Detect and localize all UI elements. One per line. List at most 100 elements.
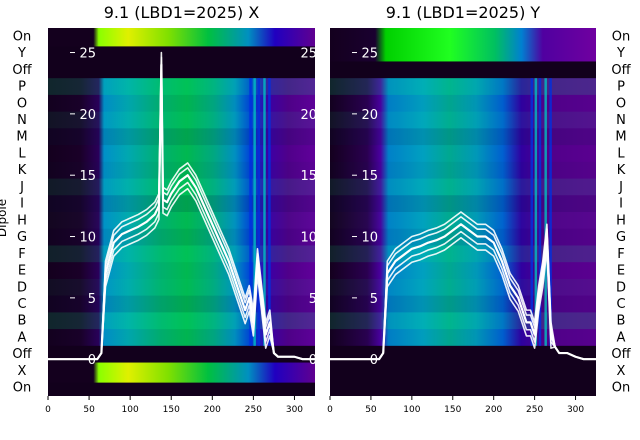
heatmap-row	[330, 312, 596, 330]
overlay-line	[330, 230, 596, 361]
row-label-left: G	[17, 230, 27, 245]
row-label-right: M	[615, 130, 626, 145]
row-label-left: D	[17, 280, 27, 295]
row-label-right: J	[618, 180, 623, 195]
x-tick-label: 300	[567, 405, 584, 415]
overlay-y-tick-label: 25	[79, 47, 96, 62]
heatmap-row	[48, 161, 315, 179]
x-tick-label: 300	[286, 405, 303, 415]
x-tick-label: 150	[163, 405, 180, 415]
row-label-right: E	[617, 264, 625, 279]
x-tick-label: 50	[83, 405, 95, 415]
x-tick-label: 100	[403, 405, 420, 415]
heatmap-band	[48, 362, 315, 383]
row-label-left: A	[18, 330, 27, 345]
overlay-y-tick-label: 15	[79, 169, 96, 184]
row-label-right: H	[616, 213, 626, 228]
row-label-left: P	[18, 80, 26, 95]
row-label-left: L	[18, 146, 26, 161]
heatmap-row	[48, 195, 315, 212]
row-label-left: X	[18, 364, 27, 379]
overlay-line	[48, 71, 315, 361]
heatmap-streak	[263, 78, 266, 346]
row-label-right: Y	[616, 46, 625, 61]
overlay-y-tick-label-right: 0	[309, 353, 317, 368]
overlay-y-tick-label: 20	[79, 108, 96, 123]
overlay-y-tick-label-right: 15	[300, 169, 317, 184]
row-label-right: P	[617, 80, 625, 95]
chart-title: 9.1 (LBD1=2025) Y	[386, 3, 541, 22]
heatmap-streak	[549, 78, 552, 346]
heatmap-streak	[268, 78, 271, 346]
heatmap-streak	[544, 78, 547, 346]
heatmap-row	[330, 278, 596, 296]
heatmap-row	[48, 78, 315, 95]
row-label-right: D	[616, 280, 626, 295]
heatmap-row	[48, 111, 315, 129]
x-tick-label: 100	[122, 405, 139, 415]
heatmap-row	[48, 212, 315, 229]
x-tick-label: 200	[485, 405, 502, 415]
row-label-right: B	[617, 314, 626, 329]
heatmap-row	[330, 78, 596, 95]
row-label-left: M	[16, 130, 27, 145]
row-label-left: J	[19, 180, 24, 195]
row-label-right: K	[617, 163, 626, 178]
row-label-left: Off	[12, 347, 32, 362]
x-tick-label: 150	[444, 405, 461, 415]
row-label-right: A	[617, 330, 626, 345]
row-label-left: Off	[12, 63, 32, 78]
row-label-right: Off	[611, 63, 631, 78]
overlay-y-tick-label: 10	[79, 231, 96, 246]
heatmap-row	[330, 111, 596, 129]
overlay-line	[48, 56, 315, 361]
overlay-y-tick-label: 0	[88, 353, 96, 368]
overlay-y-tick-label: 10	[361, 231, 378, 246]
row-label-left: H	[17, 213, 27, 228]
row-label-left: N	[17, 113, 27, 128]
heatmap-row	[330, 161, 596, 179]
x-tick-label: 200	[204, 405, 221, 415]
x-tick-label: 50	[365, 405, 377, 415]
row-label-left: On	[13, 381, 31, 396]
overlay-line	[48, 63, 315, 361]
heatmap-streak	[257, 78, 260, 346]
overlay-y-tick-label: 5	[88, 292, 96, 307]
overlay-line	[330, 236, 596, 361]
overlay-y-tick-label-right: 25	[300, 47, 317, 62]
row-label-right: Off	[611, 347, 631, 362]
overlay-line	[330, 211, 596, 361]
row-label-right: On	[612, 381, 630, 396]
overlay-line	[48, 77, 315, 361]
overlay-y-tick-label: 25	[361, 47, 378, 62]
row-label-left: On	[13, 29, 31, 44]
y-axis-label: Dipole	[0, 199, 9, 237]
row-label-right: F	[617, 247, 624, 262]
row-label-right: I	[619, 197, 623, 212]
row-label-left: Y	[17, 46, 26, 61]
heatmap-row	[330, 295, 596, 313]
heatmap-row	[48, 245, 315, 263]
heatmap-band	[330, 28, 596, 62]
heatmap-row	[48, 128, 315, 146]
heatmap-row	[330, 245, 596, 263]
heatmap-row	[48, 329, 315, 346]
row-label-left: B	[18, 314, 27, 329]
row-label-left: C	[17, 297, 26, 312]
heatmap-streak	[253, 78, 256, 346]
overlay-y-tick-label-right: 10	[300, 231, 317, 246]
heatmap-row	[48, 312, 315, 330]
overlay-line	[48, 51, 315, 361]
x-tick-label: 0	[327, 405, 333, 415]
row-label-left: I	[20, 197, 24, 212]
row-label-left: E	[18, 264, 26, 279]
overlay-y-tick-label-right: 20	[300, 108, 317, 123]
overlay-y-tick-label: 0	[370, 353, 378, 368]
heatmap-row	[330, 195, 596, 212]
row-label-right: O	[616, 96, 626, 111]
row-label-right: G	[616, 230, 626, 245]
x-tick-label: 250	[526, 405, 543, 415]
chart-title: 9.1 (LBD1=2025) X	[104, 3, 260, 22]
heatmap-row	[330, 128, 596, 146]
